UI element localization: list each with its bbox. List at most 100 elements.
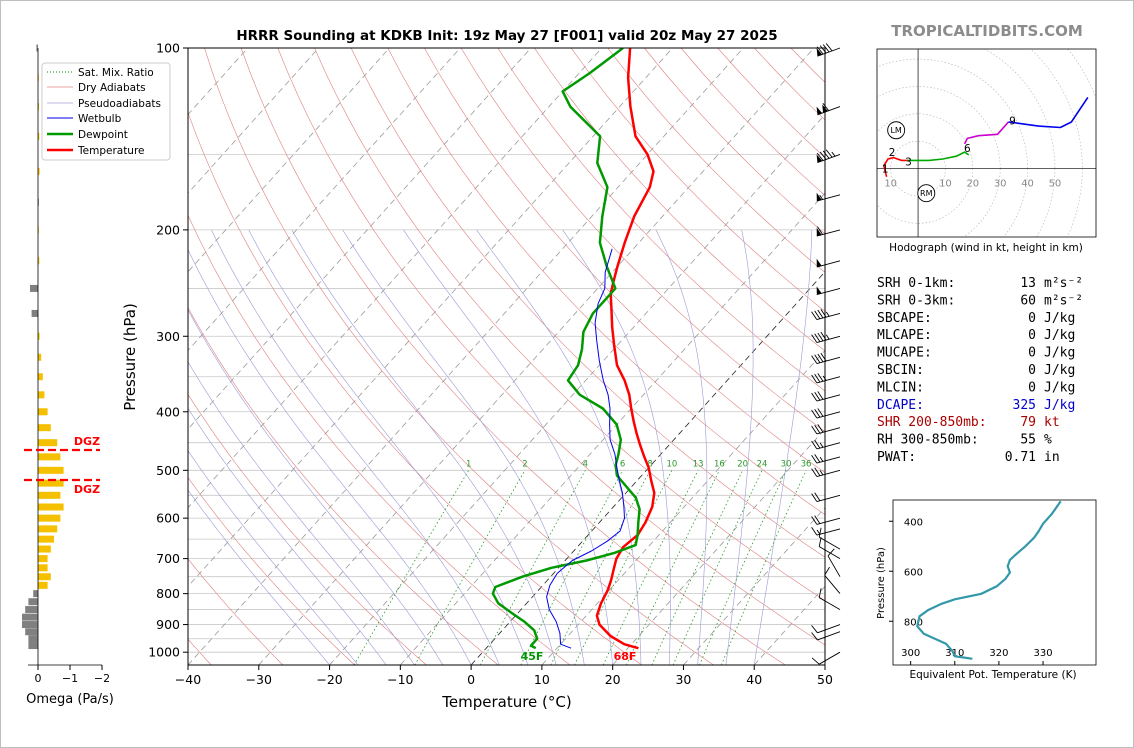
wind-barb: [811, 631, 841, 641]
omega-bar: [28, 642, 38, 650]
skewt-plot-area: [187, 47, 826, 666]
mixing-ratio-line: [672, 470, 763, 665]
index-unit: in: [1044, 450, 1060, 465]
wind-barb-flag: [816, 154, 823, 163]
wind-barb-full: [811, 409, 818, 419]
wind-barb: [811, 308, 841, 321]
wind-barb-half: [816, 529, 821, 535]
isotherm-line: [258, 48, 815, 665]
wind-barb-flag: [816, 48, 823, 57]
omega-bar: [38, 74, 39, 82]
wind-barb-full: [819, 45, 827, 54]
wind-barb: [811, 331, 841, 343]
omega-bar: [38, 503, 64, 511]
isotherm-line: [188, 48, 603, 509]
surface-temperature-label: 68F: [614, 650, 637, 663]
wind-barb-full: [818, 537, 822, 547]
omega-bar: [38, 581, 48, 589]
y-tick-label: 200: [156, 222, 180, 237]
omega-bar: [38, 257, 40, 265]
mixing-ratio-label: 8: [647, 459, 652, 469]
wind-barb-staff: [816, 229, 841, 237]
wind-barb: [811, 391, 841, 402]
dry-adiabat-line: [188, 307, 499, 665]
dry-adiabat-line: [314, 48, 825, 601]
wind-barb-full: [814, 492, 821, 501]
mixing-ratio-label: 13: [693, 459, 704, 469]
pseudoadiabat-line: [753, 229, 813, 665]
wind-barb: [811, 624, 841, 634]
mixing-ratio-label: 30: [781, 459, 792, 469]
wind-barb-staff: [816, 260, 841, 268]
wind-barb-staff: [817, 631, 841, 641]
wind-barb-staff: [816, 287, 841, 296]
wind-barb-staff: [816, 494, 841, 502]
index-unit: J/kg: [1044, 363, 1075, 378]
omega-bar: [38, 514, 61, 522]
omega-panel: 0 −1 −2 DGZ DGZ Omega (Pa/s): [22, 44, 114, 707]
temperature-trace: [595, 48, 656, 650]
skewt-background-lines: 1 2 4 6 8 10 13 16 20 24 30 36: [188, 48, 825, 665]
hodograph-segment: [963, 121, 1009, 145]
index-unit: J/kg: [1044, 328, 1075, 343]
index-unit: m²s⁻²: [1044, 276, 1083, 291]
index-row: MLCIN: 0 J/kg: [877, 380, 1075, 395]
wind-barb-flag: [816, 227, 822, 237]
dry-adiabat-line: [424, 48, 825, 474]
pseudoadiabat-line: [188, 489, 330, 665]
legend-label: Dewpoint: [78, 129, 128, 141]
isotherm-line: [329, 113, 825, 665]
x-tick-label: 10: [534, 672, 550, 687]
mixing-ratio-label: 2: [522, 459, 527, 469]
theta-e-x-tick-label: 320: [989, 648, 1008, 659]
isotherm-line: [188, 48, 673, 587]
hodograph-ring-label: 50: [1049, 179, 1062, 190]
omega-bar: [38, 132, 40, 140]
x-tick-label: 40: [746, 672, 762, 687]
y-tick-label: 500: [156, 463, 180, 478]
legend-label: Dry Adiabats: [78, 82, 146, 94]
omega-bar: [38, 226, 39, 234]
omega-tick-label: 0: [35, 672, 42, 685]
y-tick-label: 400: [156, 404, 180, 419]
wind-barb-half: [831, 151, 836, 157]
theta-e-y-tick-label: 600: [904, 567, 923, 578]
wind-barb-full: [825, 43, 833, 52]
omega-bar: [38, 332, 40, 340]
wind-barb-full: [816, 152, 824, 161]
mixing-ratio-line: [699, 470, 787, 665]
dgz-top-label: DGZ: [74, 435, 100, 448]
wind-barb-full: [811, 355, 818, 364]
hodograph-panel: 10 10 20 30 40 50 123 6 9 LM RM Hodograph (wind i…: [876, 48, 1097, 254]
pseudoadiabat-line: [188, 407, 387, 665]
wind-barb-full: [817, 353, 824, 363]
dry-adiabat-line: [277, 48, 825, 646]
isotherm-line: [188, 48, 744, 665]
index-unit: kt: [1044, 415, 1060, 430]
theta-e-x-tick-label: 310: [945, 648, 964, 659]
wind-barb-full: [814, 310, 821, 320]
wind-barb: [824, 566, 841, 594]
wind-barb-full: [811, 311, 818, 320]
wind-barb-full: [811, 657, 820, 665]
omega-bar: [38, 198, 39, 206]
hodograph-ring-label: 30: [994, 179, 1007, 190]
hodograph-segment: [882, 156, 908, 177]
theta-e-y-label: Pressure (hPa): [876, 547, 887, 619]
index-label: MUCAPE:: [877, 346, 932, 361]
pseudoadiabat-line: [211, 229, 500, 665]
wind-barb-staff: [816, 469, 841, 477]
index-unit: m²s⁻²: [1044, 293, 1083, 308]
wind-barb-full: [814, 454, 821, 463]
wind-barb-full: [811, 392, 818, 402]
wind-barb-half: [819, 470, 824, 476]
wind-barb-full: [811, 632, 818, 641]
index-label: SRH 0-1km:: [877, 276, 955, 291]
omega-axis-label: Omega (Pa/s): [26, 692, 114, 707]
omega-bar: [38, 408, 48, 416]
y-axis-label: Pressure (hPa): [121, 303, 139, 411]
wind-barb-staff: [818, 536, 841, 550]
theta-e-y-tick-label: 400: [904, 517, 923, 528]
wind-barb: [816, 102, 841, 116]
index-unit: J/kg: [1044, 346, 1075, 361]
